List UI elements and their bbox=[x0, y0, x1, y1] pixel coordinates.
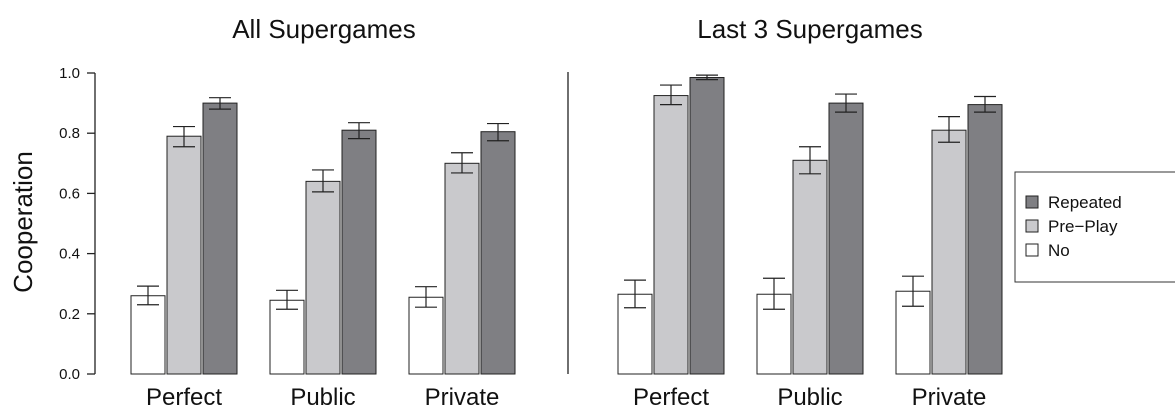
x-tick-label: Public bbox=[777, 384, 842, 411]
bar-preplay bbox=[653, 95, 689, 375]
legend-label: No bbox=[1048, 241, 1070, 260]
legend-label: Repeated bbox=[1048, 193, 1122, 212]
bar-no bbox=[408, 296, 444, 375]
y-tick-label: 0.8 bbox=[59, 125, 80, 142]
legend: Repeated Pre−Play No bbox=[1014, 171, 1175, 283]
y-ticks: 0.0 0.2 0.4 0.6 0.8 1.0 bbox=[59, 65, 95, 383]
bar-repeated bbox=[967, 104, 1003, 375]
y-axis-label: Cooperation bbox=[8, 151, 38, 293]
bar-repeated bbox=[828, 102, 864, 375]
bar-repeated bbox=[202, 102, 238, 375]
bar-repeated bbox=[689, 77, 725, 375]
x-tick-label: Private bbox=[425, 384, 500, 411]
bar-no bbox=[269, 299, 305, 375]
y-tick-label: 0.0 bbox=[59, 366, 80, 383]
bar-repeated bbox=[341, 129, 377, 375]
x-tick-label: Private bbox=[912, 384, 987, 411]
y-tick-label: 0.4 bbox=[59, 246, 80, 263]
y-tick-label: 0.2 bbox=[59, 306, 80, 323]
x-tick-label: Perfect bbox=[633, 384, 709, 411]
x-tick-label: Perfect bbox=[146, 384, 222, 411]
x-tick-label: Public bbox=[290, 384, 355, 411]
bar-preplay bbox=[305, 180, 341, 375]
bar-preplay bbox=[931, 129, 967, 375]
bar-preplay bbox=[166, 135, 202, 375]
legend-swatch bbox=[1025, 243, 1039, 257]
legend-label: Pre−Play bbox=[1048, 217, 1118, 236]
panel-title-left: All Supergames bbox=[232, 14, 416, 44]
x-ticks: Perfect Public Private Perfect Public Private bbox=[146, 384, 986, 411]
legend-swatch bbox=[1025, 195, 1039, 209]
y-tick-label: 0.6 bbox=[59, 185, 80, 202]
bar-preplay bbox=[792, 159, 828, 375]
bar-no bbox=[130, 295, 166, 375]
panel-title-right: Last 3 Supergames bbox=[697, 14, 922, 44]
legend-box bbox=[1014, 171, 1175, 283]
bars bbox=[130, 74, 1003, 375]
legend-swatch bbox=[1025, 219, 1039, 233]
bar-repeated bbox=[480, 131, 516, 375]
y-tick-label: 1.0 bbox=[59, 65, 80, 82]
bar-preplay bbox=[444, 162, 480, 375]
